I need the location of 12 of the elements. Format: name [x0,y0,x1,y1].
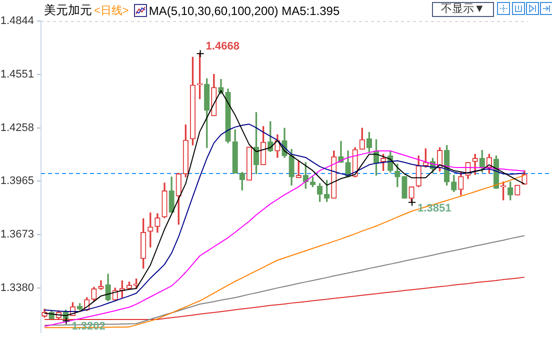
annotation: 1.4668 [206,40,240,53]
y-tick-label: 1.4258 [0,122,34,134]
y-tick-label: 1.3673 [0,228,34,240]
y-tick-label: 1.4551 [0,68,34,80]
y-tick-label: 1.3380 [0,282,34,294]
y-tick-label: 1.4844 [0,15,34,28]
text: MA(5,10,30,60,100,200) MA5:1.395 [148,4,340,18]
y-tick-label: 1.3965 [0,175,34,188]
chart-title: 美元加元 [44,2,92,19]
text: 不显示▼ [432,2,494,17]
chart-subtitle: <日线> [94,4,129,18]
annotation: 1.3851 [418,202,452,214]
